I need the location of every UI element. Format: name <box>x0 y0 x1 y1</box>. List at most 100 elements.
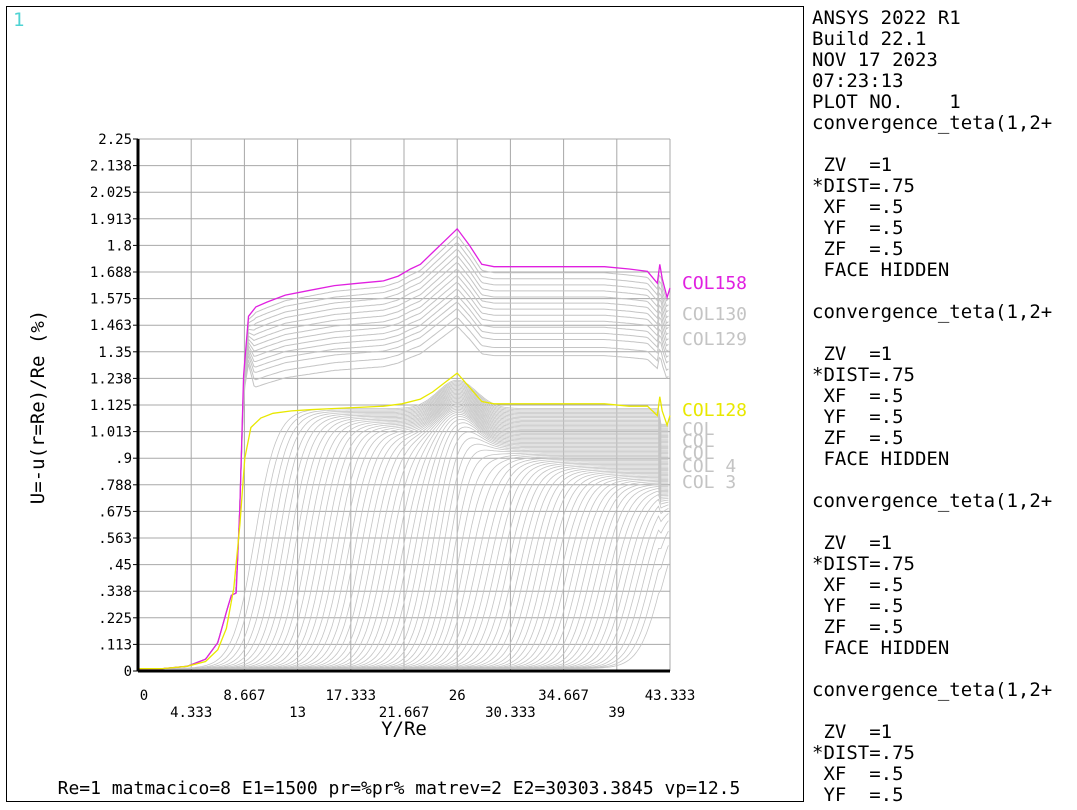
y-tick-label: 2.25 <box>98 132 132 148</box>
info-line: convergence_teta(1,2+ <box>812 112 1053 134</box>
family-curve-lower <box>138 404 669 669</box>
series-label-lower: COL 4 <box>682 456 736 477</box>
info-line: 07:23:13 <box>812 70 904 92</box>
series-label-lower: COL <box>682 443 715 464</box>
x-tick-label: 8.667 <box>223 688 265 704</box>
family-curve-lower <box>138 563 669 669</box>
family-curve-lower <box>138 381 669 669</box>
info-line <box>812 134 1077 155</box>
y-tick-label: 1.125 <box>90 398 132 414</box>
info-line: YF =.5 <box>812 784 904 806</box>
y-tick-label: 1.688 <box>90 265 132 281</box>
family-curve-lower <box>138 473 669 669</box>
info-line: ZF =.5 <box>812 616 904 638</box>
y-tick-label: .338 <box>98 584 132 600</box>
family-curve-lower <box>138 457 669 669</box>
info-line: FACE HIDDEN <box>812 448 950 470</box>
x-tick-label: 0 <box>140 688 148 704</box>
info-line <box>812 659 1077 680</box>
family-curve-lower <box>138 469 669 669</box>
info-line: *DIST=.75 <box>812 742 915 764</box>
family-curve-lower <box>138 481 669 669</box>
family-curve-lower <box>138 530 669 669</box>
family-curve-upper <box>138 235 669 670</box>
y-tick-label: 1.35 <box>98 345 132 361</box>
family-curve-lower <box>138 405 669 669</box>
highlight-curves <box>138 227 671 670</box>
series-label-col158: COL158 <box>682 273 747 294</box>
family-curve-lower <box>138 379 669 669</box>
x-tick-label: 39 <box>608 705 625 721</box>
x-axis-label: Y/Re <box>381 718 427 740</box>
series-label-col128: COL128 <box>682 400 747 421</box>
y-tick-label: 1.913 <box>90 212 132 228</box>
series-label-lower: COL 3 <box>682 472 736 493</box>
family-curve-lower <box>138 465 669 669</box>
family-curve-lower <box>138 449 669 669</box>
y-tick-label: .788 <box>98 478 132 494</box>
info-line: convergence_teta(1,2+ <box>812 490 1053 512</box>
family-curve-upper <box>138 308 669 670</box>
info-line: YF =.5 <box>812 217 904 239</box>
x-tick-label: 34.667 <box>538 688 589 704</box>
footer-parameters: Re=1 matmacico=8 E1=1500 pr=%pr% matrev=… <box>57 778 741 799</box>
family-curve-lower <box>138 475 669 669</box>
info-line: ZV =1 <box>812 721 893 743</box>
family-curve-lower <box>138 464 669 669</box>
chart-grid <box>137 138 671 672</box>
family-curve-lower <box>138 477 669 669</box>
family-curve-lower <box>138 456 669 669</box>
family-curve-lower <box>138 466 669 669</box>
info-line: FACE HIDDEN <box>812 259 950 281</box>
family-curve-upper <box>138 301 669 670</box>
family-curve-lower <box>138 474 669 669</box>
y-tick-label: 2.025 <box>90 185 132 201</box>
family-curve-lower <box>138 383 669 669</box>
y-tick-label: 0 <box>124 664 132 680</box>
family-curve-lower <box>138 384 669 669</box>
family-curve-lower <box>138 520 669 669</box>
x-tick-label: 4.333 <box>170 705 212 721</box>
x-tick-label: 30.333 <box>485 705 536 721</box>
y-tick-label: .113 <box>98 637 132 653</box>
info-line: XF =.5 <box>812 385 904 407</box>
x-tick-label: 26 <box>449 688 466 704</box>
family-curve-lower <box>138 462 669 669</box>
y-tick-label: 1.013 <box>90 425 132 441</box>
series-label-lower: COL <box>682 431 715 452</box>
y-tick-label: 1.575 <box>90 292 132 308</box>
info-line <box>812 512 1077 533</box>
chart-axes <box>133 138 670 673</box>
family-curve-lower <box>138 410 669 669</box>
x-tick-label: 13 <box>289 705 306 721</box>
info-line: convergence_teta(1,2+ <box>812 679 1053 701</box>
family-curves <box>138 235 669 670</box>
info-line: *DIST=.75 <box>812 364 915 386</box>
y-tick-label: 1.463 <box>90 318 132 334</box>
info-line: ZV =1 <box>812 154 893 176</box>
y-tick-label: .675 <box>98 504 132 520</box>
info-line: *DIST=.75 <box>812 175 915 197</box>
info-line: XF =.5 <box>812 196 904 218</box>
info-line: ZF =.5 <box>812 238 904 260</box>
y-tick-label: .563 <box>98 531 132 547</box>
family-curve-lower <box>138 479 669 669</box>
family-curve-lower <box>138 382 669 669</box>
family-curve-lower <box>138 453 669 669</box>
y-tick-label: .45 <box>107 558 132 574</box>
info-line: YF =.5 <box>812 406 904 428</box>
info-line: PLOT NO. 1 <box>812 91 961 113</box>
y-axis-label: U=-u(r=Re)/Re (%) <box>27 310 49 504</box>
y-tick-label: 1.8 <box>107 238 132 254</box>
info-line: convergence_teta(1,2+ <box>812 301 1053 323</box>
family-curve-lower <box>138 471 669 669</box>
family-curve-lower <box>138 478 669 669</box>
x-tick-label: 43.333 <box>645 688 696 704</box>
family-curve-lower <box>138 412 669 669</box>
info-line: XF =.5 <box>812 763 904 785</box>
info-line <box>812 281 1077 302</box>
y-tick-label: .9 <box>115 451 132 467</box>
